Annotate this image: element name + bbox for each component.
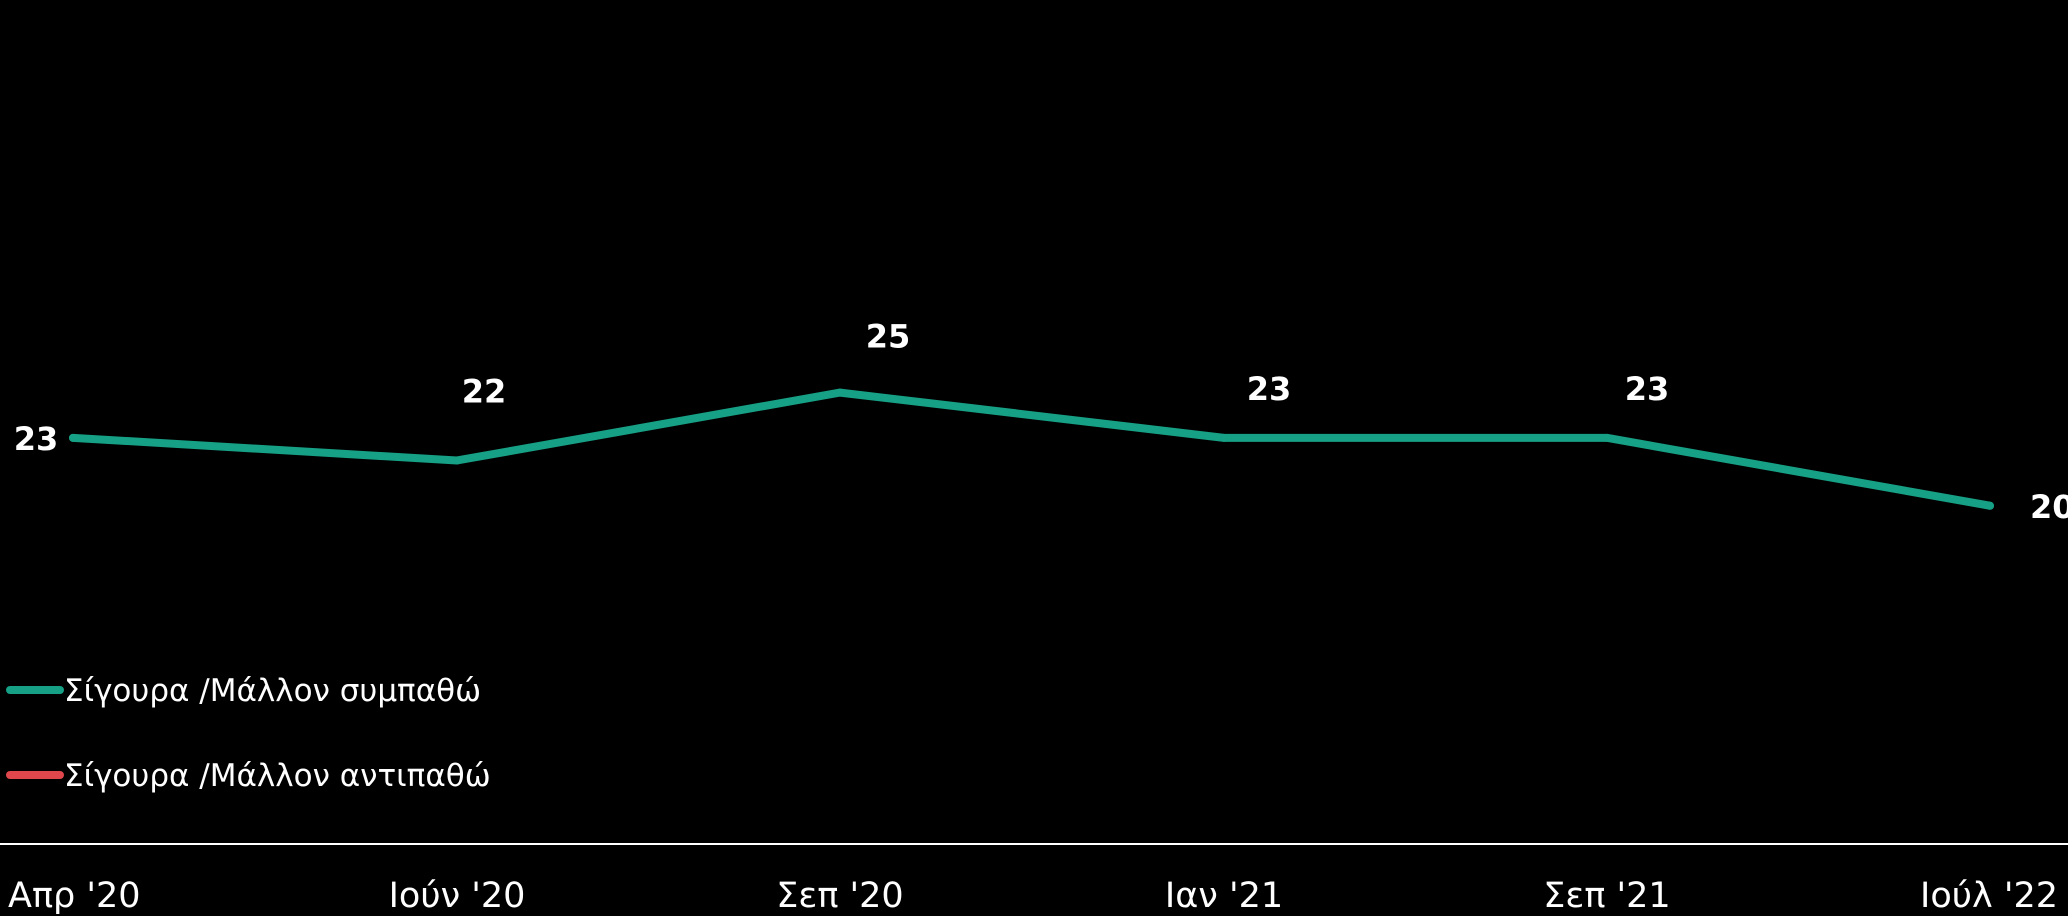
x-tick-label: Ιούλ '22: [1920, 876, 2058, 916]
x-tick-label: Σεπ '21: [1543, 876, 1670, 916]
data-point: [836, 388, 844, 397]
data-point: [1603, 433, 1611, 442]
data-label: 22: [462, 372, 507, 410]
x-tick-label: Ιούν '20: [389, 876, 526, 916]
legend: Σίγουρα /Μάλλον συμπαθώ Σίγουρα /Μάλλον α…: [6, 673, 491, 794]
x-tick-label: Σεπ '20: [776, 876, 903, 916]
data-point: [453, 456, 461, 465]
data-label: 25: [866, 318, 911, 356]
data-point: [1986, 501, 1994, 510]
x-tick-label: Ιαν '21: [1165, 876, 1283, 916]
data-label: 20: [2030, 488, 2068, 526]
legend-label: Σίγουρα /Μάλλον συμπαθώ: [64, 673, 481, 709]
data-label: 23: [1247, 370, 1292, 408]
data-label: 23: [14, 420, 59, 458]
legend-label: Σίγουρα /Μάλλον αντιπαθώ: [64, 758, 491, 794]
data-point: [69, 433, 77, 442]
x-axis-tick-labels: Απρ '20 Ιούν '20 Σεπ '20 Ιαν '21 Σεπ '21 Ιούλ…: [8, 876, 2058, 916]
data-point: [1220, 433, 1228, 442]
series-line-0: [69, 388, 1994, 510]
data-labels: 232225232320686768676970: [14, 318, 2068, 526]
series-layer: [69, 388, 1994, 510]
data-label: 23: [1625, 370, 1670, 408]
x-tick-label: Απρ '20: [8, 876, 141, 916]
